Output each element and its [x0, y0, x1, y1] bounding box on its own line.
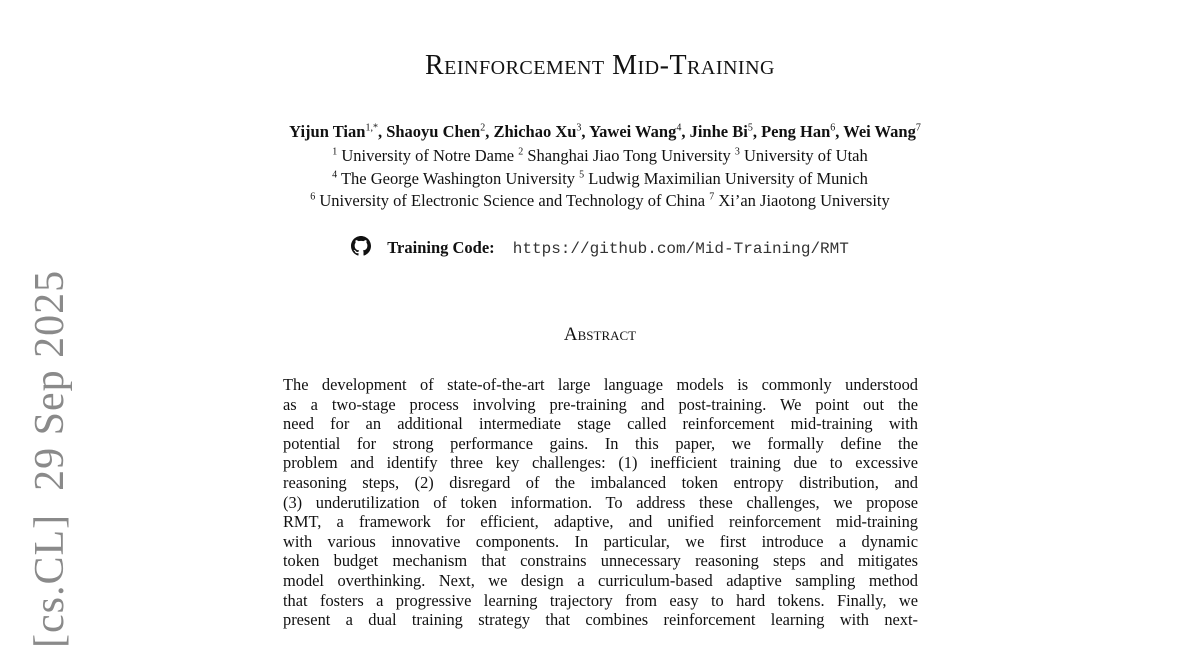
abstract-line: problem and identify three key challenge…: [283, 453, 918, 473]
author-affiliation-mark: 1,*: [365, 122, 378, 134]
abstract-line: model overthinking. Next, we design a cu…: [283, 570, 918, 590]
affiliation-name: Xi’an Jiaotong University: [718, 191, 890, 210]
affiliation-name: Shanghai Jiao Tong University: [527, 146, 731, 165]
author-name: Shaoyu Chen: [386, 122, 481, 141]
abstract-line: that fosters a progressive learning traj…: [283, 590, 918, 610]
affiliation-name: University of Notre Dame: [341, 146, 515, 165]
github-icon[interactable]: [351, 236, 372, 256]
training-code: Training Code: https://github.com/Mid-Tr…: [0, 236, 1200, 258]
author-name: Yawei Wang: [589, 122, 677, 141]
code-label: Training Code:: [387, 238, 495, 257]
affiliation-name: University of Utah: [744, 146, 868, 165]
author-name: Zhichao Xu: [493, 122, 577, 141]
code-url-link[interactable]: https://github.com/Mid-Training/RMT: [512, 240, 849, 258]
affiliation-mark: 3: [734, 146, 740, 158]
abstract-line: with various innovative components. In p…: [283, 531, 918, 551]
author-list: Yijun Tian1,*, Shaoyu Chen2, Zhichao Xu3…: [289, 122, 921, 141]
affiliation-line: 4 The George Washington University 5 Lud…: [0, 169, 1200, 189]
abstract-line: token budget mechanism that constrains u…: [283, 551, 918, 571]
paper-title: Reinforcement Mid-Training: [425, 50, 775, 81]
abstract-line: need for an additional intermediate stag…: [283, 414, 918, 434]
affiliation-name: University of Electronic Science and Tec…: [319, 191, 706, 210]
affiliation-line: 1 University of Notre Dame 2 Shanghai Ji…: [0, 146, 1200, 166]
affiliation-line: 6 University of Electronic Science and T…: [0, 191, 1200, 211]
author-affiliation-mark: 7: [915, 122, 921, 134]
author-name: Yijun Tian: [289, 122, 366, 141]
abstract-line: The development of state-of-the-art larg…: [283, 375, 918, 394]
author-affiliation-mark: 6: [830, 122, 836, 134]
abstract-line: (3) underutilization of token informatio…: [283, 492, 918, 512]
author-affiliation-mark: 4: [676, 122, 682, 134]
affiliation-name: Ludwig Maximilian University of Munich: [588, 169, 868, 188]
affiliation-mark: 5: [579, 169, 585, 181]
affiliation-mark: 4: [332, 169, 338, 181]
affiliation-name: The George Washington University: [340, 169, 576, 188]
author-name: Peng Han: [761, 122, 831, 141]
affiliation-mark: 1: [332, 146, 338, 158]
affiliation-mark: 2: [518, 146, 524, 158]
abstract-heading: Abstract: [563, 324, 637, 345]
affiliation-mark: 6: [310, 191, 316, 203]
abstract-line: RMT, a framework for efficient, adaptive…: [283, 512, 918, 532]
abstract-line: potential for strong performance gains. …: [283, 433, 918, 453]
author-name: Jinhe Bi: [689, 122, 748, 141]
affiliation-mark: 7: [709, 191, 715, 203]
author-name: Wei Wang: [843, 122, 916, 141]
author-affiliation-mark: 2: [480, 122, 486, 134]
abstract-line: present a dual training strategy that co…: [283, 610, 918, 630]
abstract-line: reasoning steps, (2) disregard of the im…: [283, 472, 918, 492]
author-affiliation-mark: 5: [747, 122, 753, 134]
abstract-line: as a two-stage process involving pre-tra…: [283, 394, 918, 414]
abstract-body: The development of state-of-the-art larg…: [283, 375, 918, 630]
author-affiliation-mark: 3: [576, 122, 582, 134]
